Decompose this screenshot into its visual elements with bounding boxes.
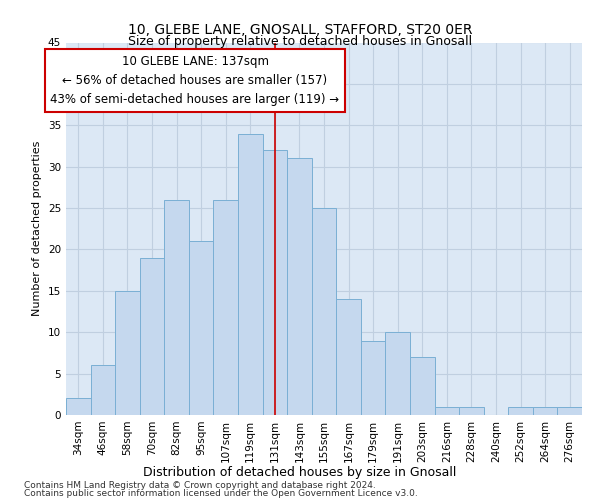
Bar [361,340,385,415]
Text: Contains public sector information licensed under the Open Government Licence v3: Contains public sector information licen… [24,490,418,498]
Bar [164,200,189,415]
Bar [115,291,140,415]
Bar [214,200,238,415]
Text: Contains HM Land Registry data © Crown copyright and database right 2024.: Contains HM Land Registry data © Crown c… [24,482,376,490]
Text: 10 GLEBE LANE: 137sqm
← 56% of detached houses are smaller (157)
43% of semi-det: 10 GLEBE LANE: 137sqm ← 56% of detached … [50,55,340,106]
Bar [66,398,91,415]
Bar [557,406,582,415]
Bar [312,208,336,415]
Bar [385,332,410,415]
Bar [336,299,361,415]
Bar [238,134,263,415]
Bar [287,158,312,415]
Bar [459,406,484,415]
Bar [533,406,557,415]
Bar [140,258,164,415]
Y-axis label: Number of detached properties: Number of detached properties [32,141,43,316]
Text: 10, GLEBE LANE, GNOSALL, STAFFORD, ST20 0ER: 10, GLEBE LANE, GNOSALL, STAFFORD, ST20 … [128,22,472,36]
Text: Size of property relative to detached houses in Gnosall: Size of property relative to detached ho… [128,35,472,48]
Bar [189,241,214,415]
Text: Distribution of detached houses by size in Gnosall: Distribution of detached houses by size … [143,466,457,479]
Bar [263,150,287,415]
Bar [410,357,434,415]
Bar [434,406,459,415]
Bar [508,406,533,415]
Bar [91,366,115,415]
